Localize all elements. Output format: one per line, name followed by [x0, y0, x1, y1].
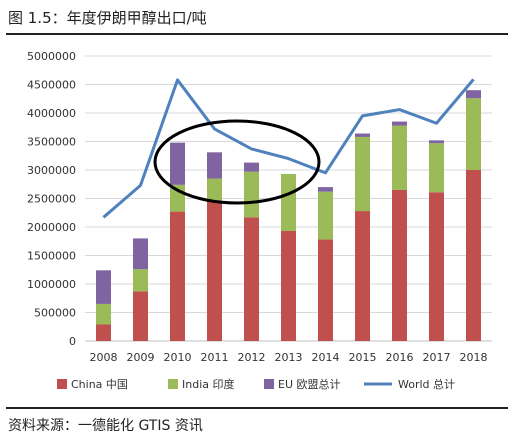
bar-segment	[429, 140, 444, 144]
y-tick-label: 4500000	[27, 79, 76, 92]
legend-label: World 总计	[398, 377, 455, 391]
y-tick-label: 5000000	[27, 50, 76, 63]
y-tick-label: 2000000	[27, 221, 76, 234]
legend-label: China 中国	[71, 378, 128, 391]
bar-segment	[281, 173, 296, 231]
x-tick-label: 2017	[423, 351, 451, 364]
legend: China 中国 India 印度 EU 欧盟总计 World 总计	[57, 377, 455, 391]
title-rule	[6, 33, 508, 35]
x-tick-label: 2011	[201, 351, 229, 364]
bar-segment	[392, 121, 407, 126]
legend-swatch	[264, 379, 274, 389]
bar-segment	[281, 230, 296, 341]
x-tick-label: 2012	[238, 351, 266, 364]
y-tick-label: 3500000	[27, 136, 76, 149]
bar-segment	[244, 162, 259, 172]
bar-segment	[355, 211, 370, 341]
y-tick-label: 0	[69, 335, 76, 348]
bar-segment	[244, 217, 259, 341]
x-tick-label: 2009	[127, 351, 155, 364]
bar-segment	[466, 98, 481, 170]
x-tick-label: 2013	[275, 351, 303, 364]
y-tick-label: 2500000	[27, 193, 76, 206]
source-note: 资料来源：一德能化 GTIS 资讯	[8, 418, 203, 434]
bar-segment	[392, 125, 407, 190]
world-line-path	[102, 78, 475, 219]
legend-label: EU 欧盟总计	[278, 377, 341, 391]
highlight-ellipse	[153, 119, 321, 205]
bar-segment	[207, 178, 222, 201]
bar-segment	[170, 211, 185, 341]
bar-segment	[355, 136, 370, 212]
bar-segment	[207, 152, 222, 179]
x-tick-label: 2015	[349, 351, 377, 364]
x-axis-ticks: 2008 2009 2010 2011 2012 2013 2014 2015 2016 2017…	[90, 351, 488, 364]
bar-segment	[133, 269, 148, 292]
bar-segment	[133, 291, 148, 341]
bars	[96, 90, 481, 341]
bar-segment	[392, 189, 407, 341]
bar-segment	[244, 171, 259, 218]
bar-segment	[96, 303, 111, 325]
y-axis-ticks: 0 500000 1000000 1500000 2000000 2500000 30000…	[27, 50, 76, 348]
world-line	[102, 78, 475, 219]
bar-segment	[466, 170, 481, 341]
y-tick-label: 3000000	[27, 164, 76, 177]
y-tick-label: 1500000	[27, 250, 76, 263]
bar-segment	[318, 191, 333, 240]
bar-segment	[318, 187, 333, 192]
figure-title: 图 1.5：年度伊朗甲醇出口/吨	[8, 9, 207, 27]
bar-segment	[429, 192, 444, 341]
chart: 0 500000 1000000 1500000 2000000 2500000 30000…	[27, 50, 492, 391]
bar-segment	[96, 270, 111, 304]
legend-swatch	[168, 379, 178, 389]
bar-segment	[318, 239, 333, 341]
x-tick-label: 2008	[90, 351, 118, 364]
source-rule	[6, 407, 508, 409]
x-tick-label: 2016	[386, 351, 414, 364]
bar-segment	[355, 133, 370, 137]
bar-segment	[170, 142, 185, 185]
bar-segment	[96, 324, 111, 341]
x-tick-label: 2018	[460, 351, 488, 364]
bar-segment	[429, 143, 444, 193]
legend-swatch	[57, 379, 67, 389]
x-tick-label: 2014	[312, 351, 340, 364]
legend-label: India 印度	[182, 377, 235, 391]
annotations	[153, 119, 321, 205]
bar-segment	[466, 90, 481, 99]
y-tick-label: 1000000	[27, 278, 76, 291]
bar-segment	[207, 200, 222, 341]
y-tick-label: 4000000	[27, 107, 76, 120]
x-tick-label: 2010	[164, 351, 192, 364]
y-tick-label: 500000	[34, 307, 76, 320]
bar-segment	[133, 238, 148, 270]
